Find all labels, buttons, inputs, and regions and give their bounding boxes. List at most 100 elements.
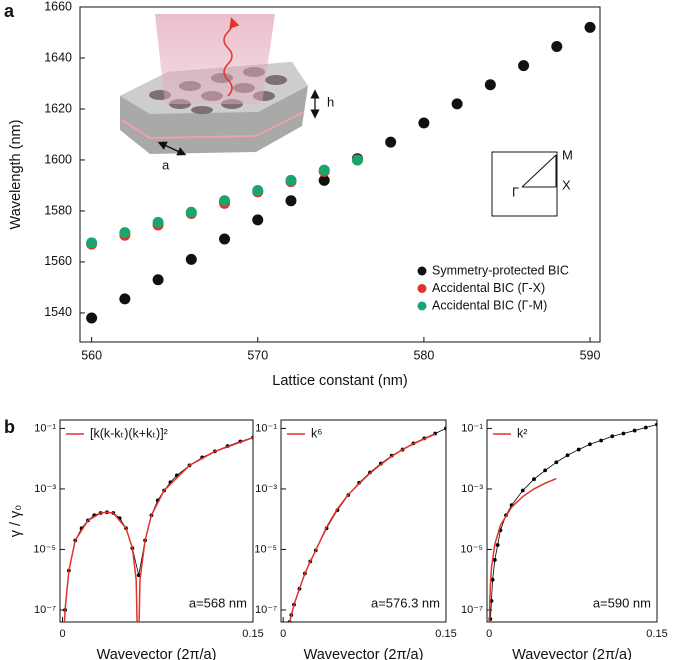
x-tick-label: 0.15 [435,628,456,640]
x-axis-label: Wavevector (2π/a) [304,647,424,660]
x-axis-label: Wavevector (2π/a) [512,647,632,660]
series-line [289,428,446,622]
data-point [119,293,131,305]
data-point [185,253,197,265]
legend-marker [417,266,427,276]
data-point [621,431,626,436]
data-point [584,21,596,33]
y-tick-label: 1560 [44,254,72,268]
y-tick-label: 10⁻⁷ [255,604,277,616]
x-tick-label: 0 [59,628,65,640]
x-axis-label: Wavevector (2π/a) [97,647,217,660]
plot-frame [79,6,601,343]
data-point [518,60,530,72]
annotation: X [562,177,571,192]
data-point [318,164,330,176]
legend-label: k² [517,426,527,440]
legend-label: Symmetry-protected BIC [432,263,569,277]
data-point [285,174,297,186]
series-line [63,436,253,622]
x-tick-label: 560 [81,348,102,362]
data-point [119,227,131,239]
data-point [520,488,525,493]
series-line [488,477,557,622]
data-point [285,195,297,207]
data-point [632,428,637,433]
emission-arrow [223,17,240,97]
plot-frame [59,419,254,623]
y-tick-label: 10⁻⁵ [460,543,483,555]
period-arrow [157,141,187,156]
data-point [219,195,231,207]
data-point [554,460,559,465]
series-line [64,437,253,610]
data-point [655,422,657,427]
series-line [288,433,436,622]
data-point [576,447,581,452]
x-tick-label: 0 [280,628,286,640]
data-point [532,477,536,482]
data-point [543,468,548,473]
x-tick-label: 0.15 [242,628,263,640]
legend-label: Accidental BIC (Γ-X) [432,281,545,295]
data-point [318,174,330,186]
legend-label: [k(k-kₜ)(k+kₜ)]² [90,426,168,440]
y-tick-label: 10⁻¹ [461,422,483,434]
data-point [587,442,592,447]
y-tick-label: 10⁻³ [34,483,56,495]
data-point [451,98,463,110]
panel-label: a [4,1,15,21]
annotation: a [162,157,170,172]
y-tick-label: 1660 [44,0,72,13]
legend-marker [417,284,427,293]
y-tick-label: 1580 [44,203,72,217]
data-point [643,425,648,430]
x-tick-label: 570 [247,348,268,362]
annotation: a=568 nm [189,595,247,610]
plot-frame [280,419,447,623]
annotation: Γ [512,184,519,199]
plot-frame [486,419,658,623]
data-point [495,543,500,547]
data-point [252,185,264,197]
data-point [418,117,430,129]
data-point [351,154,363,166]
y-tick-label: 1600 [44,152,72,166]
plot-area [488,422,657,622]
y-tick-label: 10⁻⁵ [33,543,56,555]
annotation: a=576.3 nm [371,595,440,610]
data-point [565,453,570,458]
slab-illustration: h a [120,14,334,172]
annotation: a=590 nm [593,595,651,610]
y-tick-label: 10⁻⁷ [461,604,483,616]
y-tick-label: 1620 [44,101,72,115]
slab-layer [121,111,305,140]
legend-label: Accidental BIC (Γ-M) [432,298,547,312]
data-point [385,136,397,148]
plot-area [86,21,596,324]
annotation: h [327,94,334,109]
panel-label: b [4,417,15,437]
data-point [492,558,497,562]
data-point [86,312,98,324]
x-tick-label: 0 [486,628,492,640]
plot-area [287,426,446,622]
data-point [610,434,615,439]
data-point [599,438,603,443]
series-line [489,424,657,620]
x-axis-label: Lattice constant (nm) [272,373,407,389]
x-tick-label: 590 [580,348,601,362]
y-tick-label: 10⁻³ [255,483,277,495]
light-beam [155,14,275,104]
x-tick-label: 580 [413,348,434,362]
y-axis-label: Wavelength (nm) [8,120,24,230]
x-tick-label: 0.15 [646,628,667,640]
brillouin-zone-inset: M X Γ [491,147,573,217]
data-point [136,573,141,578]
data-point [152,274,164,286]
data-point [185,206,197,218]
y-tick-label: 10⁻¹ [255,422,277,434]
legend-label: k⁶ [311,426,322,440]
data-point [219,233,231,245]
